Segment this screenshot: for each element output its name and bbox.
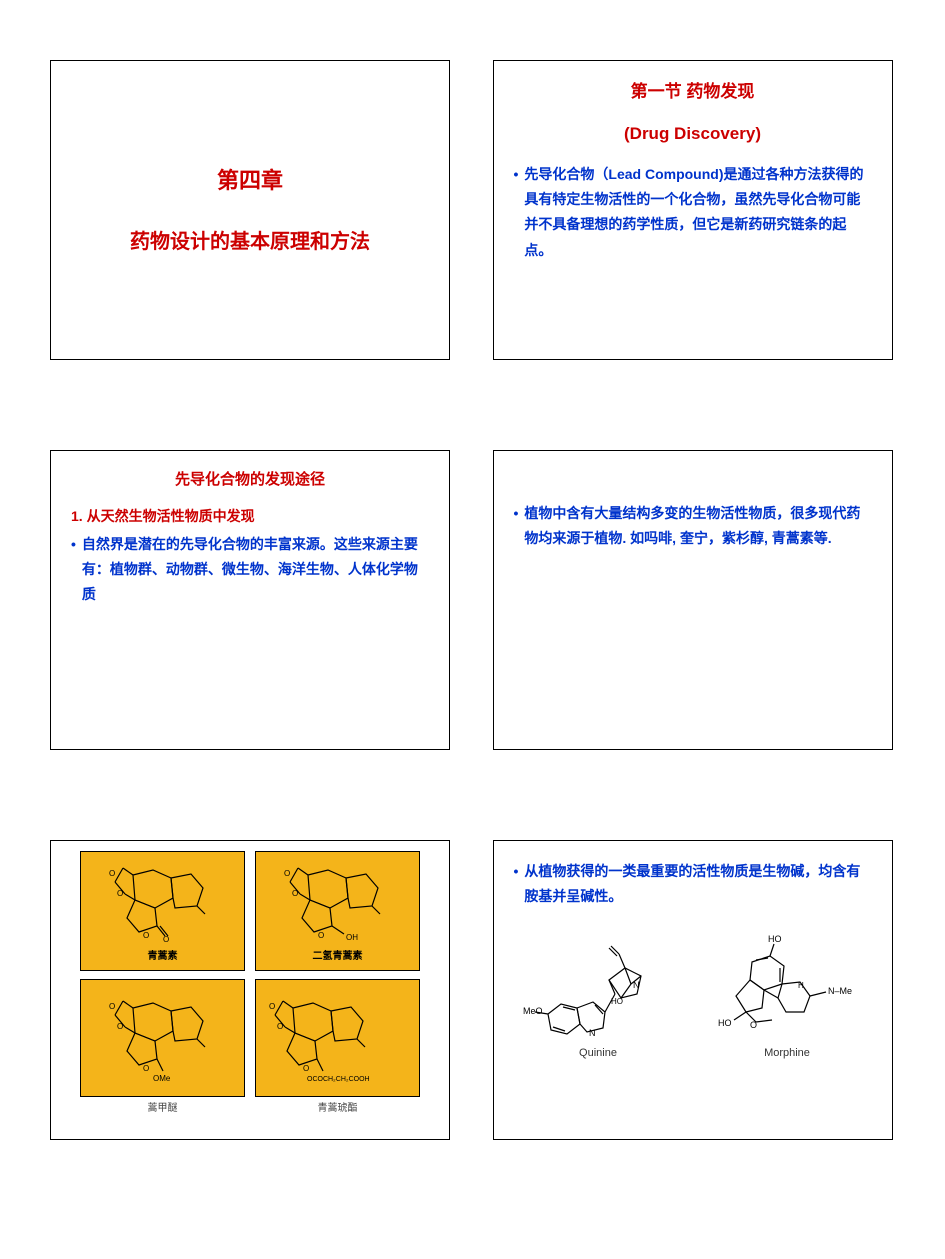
label-ho-left: HO [718,1018,732,1028]
bullet-text: 从植物获得的一类最重要的活性物质是生物碱，均含有胺基并呈碱性。 [524,859,871,909]
label-meo: MeO [523,1006,543,1016]
svg-text:O: O [143,1064,149,1073]
sub-succinate: OCOCH₂CH₂COOH [307,1076,370,1083]
structure-artemether: O O O OMe [103,993,223,1083]
section-heading-line2: (Drug Discovery) [514,121,872,147]
sub-ome: OMe [153,1074,171,1083]
bullet-text: 植物中含有大量结构多变的生物活性物质，很多现代药物均来源于植物. 如吗啡, 奎宁… [524,501,871,551]
slide-2: 第一节 药物发现 (Drug Discovery) • 先导化合物（Lead C… [493,60,893,360]
bullet-natural-sources: • 自然界是潜在的先导化合物的丰富来源。这些来源主要有：植物群、动物群、微生物、… [71,532,429,608]
pathways-subheading: 1. 从天然生物活性物质中发现 [71,506,429,526]
chem-box-artemether: O O O OMe [80,979,245,1097]
svg-text:O: O [143,931,149,940]
bullet-dot-icon: • [514,162,519,263]
bullet-lead-compound: • 先导化合物（Lead Compound)是通过各种方法获得的具有特定生物活性… [514,162,872,263]
chem-row-top: O O O O 青蒿素 [61,851,439,971]
label-nme: N–Me [828,986,852,996]
molecule-quinine: MeO N N HO Quinine [523,929,673,1059]
slide-6: • 从植物获得的一类最重要的活性物质是生物碱，均含有胺基并呈碱性。 [493,840,893,1140]
bullet-dot-icon: • [514,859,519,909]
bullet-text: 先导化合物（Lead Compound)是通过各种方法获得的具有特定生物活性的一… [524,162,871,263]
chem-box-artesunate: O O O OCOCH₂CH₂COOH [255,979,420,1097]
molecule-morphine: HO HO O N–Me H Morphine [712,929,862,1059]
structure-qinghaosu: O O O O [103,860,223,945]
slide-3: 先导化合物的发现途径 1. 从天然生物活性物质中发现 • 自然界是潜在的先导化合… [50,450,450,750]
svg-text:O: O [109,869,115,878]
svg-text:O: O [269,1002,275,1011]
label-ho-top: HO [768,934,782,944]
svg-text:N: N [589,1028,596,1038]
structure-dihydro: O O O OH [278,860,398,945]
chem-label-artesunate: 青蒿琥酯 [318,1099,358,1114]
pathways-heading: 先导化合物的发现途径 [71,469,429,492]
structure-artesunate: O O O OCOCH₂CH₂COOH [263,993,413,1083]
svg-text:O: O [117,889,123,898]
slide-5: O O O O 青蒿素 [50,840,450,1140]
bullet-dot-icon: • [71,532,76,608]
svg-text:H: H [798,981,804,990]
svg-text:O: O [109,1002,115,1011]
structure-quinine: MeO N N HO [523,932,673,1047]
chem-wrap-artesunate: O O O OCOCH₂CH₂COOH 青蒿琥酯 [255,979,420,1114]
chem-wrap-artemether: O O O OMe 蒿甲醚 [80,979,245,1114]
svg-text:O: O [163,935,169,944]
svg-text:O: O [292,889,298,898]
chem-label-artemether: 蒿甲醚 [148,1099,178,1114]
chapter-number: 第四章 [217,164,283,197]
slide-grid: 第四章 药物设计的基本原理和方法 第一节 药物发现 (Drug Discover… [50,60,895,1140]
chem-box-qinghaosu: O O O O 青蒿素 [80,851,245,971]
bullet-dot-icon: • [514,501,519,551]
section-heading-line1: 第一节 药物发现 [514,79,872,105]
slide-4: • 植物中含有大量结构多变的生物活性物质，很多现代药物均来源于植物. 如吗啡, … [493,450,893,750]
chem-row-bottom: O O O OMe 蒿甲醚 [61,979,439,1114]
bullet-plant-compounds: • 植物中含有大量结构多变的生物活性物质，很多现代药物均来源于植物. 如吗啡, … [514,501,872,551]
alkaloid-figures: MeO N N HO Quinine [514,929,872,1059]
svg-text:O: O [318,931,324,940]
svg-text:O: O [303,1064,309,1073]
structure-morphine: HO HO O N–Me H [712,932,862,1047]
slide-1: 第四章 药物设计的基本原理和方法 [50,60,450,360]
slide-1-inner: 第四章 药物设计的基本原理和方法 [71,79,429,341]
svg-text:O: O [117,1022,123,1031]
chapter-title: 药物设计的基本原理和方法 [130,227,370,257]
bullet-alkaloids: • 从植物获得的一类最重要的活性物质是生物碱，均含有胺基并呈碱性。 [514,859,872,909]
artemisinin-grid: O O O O 青蒿素 [61,851,439,1129]
sub-oh: OH [346,933,358,942]
chem-label-dihydro: 二氢青蒿素 [313,947,363,962]
mol-label-quinine: Quinine [579,1047,617,1059]
chem-box-dihydro: O O O OH 二氢青蒿素 [255,851,420,971]
svg-text:O: O [750,1020,757,1030]
mol-label-morphine: Morphine [764,1047,810,1059]
bullet-text: 自然界是潜在的先导化合物的丰富来源。这些来源主要有：植物群、动物群、微生物、海洋… [82,532,429,608]
svg-text:O: O [284,869,290,878]
label-n: N [633,980,640,990]
svg-text:HO: HO [611,997,623,1006]
svg-text:O: O [277,1022,283,1031]
chem-label-qinghaosu: 青蒿素 [148,947,178,962]
